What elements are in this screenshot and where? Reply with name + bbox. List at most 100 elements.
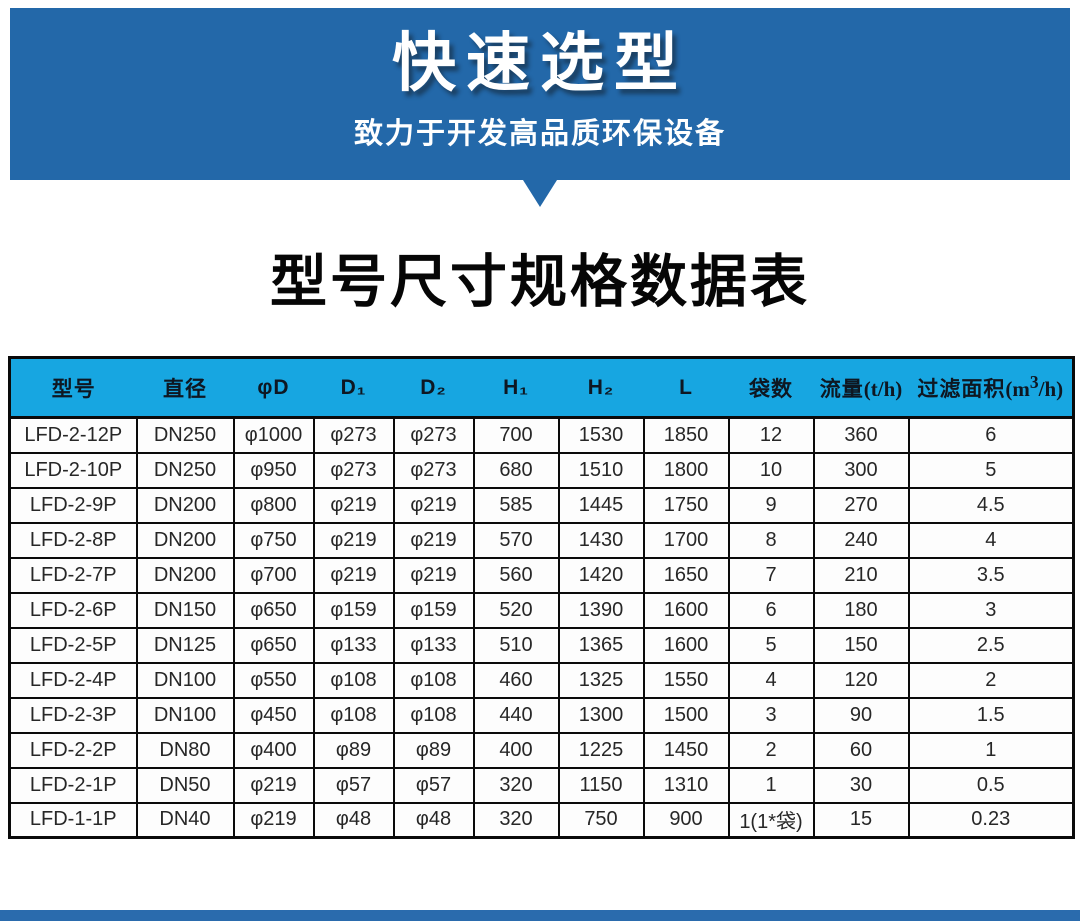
cell-r1-c3: φ1000: [232, 416, 315, 454]
cell-r6-c8: 1600: [642, 591, 730, 629]
spec-table-wrap: 型号 直径 φD D₁ D₂ H₁ H₂ L 袋数 流量(t/h) 过滤面积(m3/h) LFD-2…: [8, 356, 1075, 839]
column-header-9: 袋数: [728, 357, 814, 419]
cell-r7-c1: LFD-2-5P: [8, 626, 138, 664]
cell-r3-c1: LFD-2-9P: [8, 486, 138, 524]
spec-table: 型号 直径 φD D₁ D₂ H₁ H₂ L 袋数 流量(t/h) 过滤面积(m3/h) LFD-2…: [8, 356, 1075, 839]
cell-r8-c8: 1550: [642, 661, 730, 699]
cell-r8-c11: 2: [907, 661, 1075, 699]
cell-r2-c2: DN250: [135, 451, 235, 489]
column-header-8: L: [643, 357, 729, 419]
banner-subtitle: 致力于开发高品质环保设备: [353, 118, 726, 151]
cell-r7-c4: φ133: [312, 626, 395, 664]
column-header-2: 直径: [136, 357, 234, 419]
cell-r1-c7: 1530: [557, 416, 645, 454]
table-row-4: LFD-2-8P DN200 φ750 φ219 φ219 570 1430 1700 8 240…: [8, 521, 1075, 559]
table-header-row: 型号 直径 φD D₁ D₂ H₁ H₂ L 袋数 流量(t/h) 过滤面积(m3/h): [9, 357, 1074, 419]
header-unit: (t/h): [863, 376, 903, 401]
column-header-7: H₂: [558, 357, 644, 419]
table-row-12: LFD-1-1P DN40 φ219 φ48 φ48 320 750 900 1(1*袋) 15 0…: [8, 801, 1075, 839]
cell-r4-c8: 1700: [642, 521, 730, 559]
cell-r4-c6: 570: [472, 521, 560, 559]
cell-r12-c1: LFD-1-1P: [8, 801, 138, 839]
cell-r6-c10: 180: [812, 591, 910, 629]
cell-r7-c3: φ650: [232, 626, 315, 664]
cell-r4-c7: 1430: [557, 521, 645, 559]
cell-r3-c7: 1445: [557, 486, 645, 524]
table-row-3: LFD-2-9P DN200 φ800 φ219 φ219 585 1445 1750 9 270…: [8, 486, 1075, 524]
cell-r8-c6: 460: [472, 661, 560, 699]
cell-r3-c5: φ219: [392, 486, 475, 524]
cell-r9-c1: LFD-2-3P: [8, 696, 138, 734]
cell-r9-c6: 440: [472, 696, 560, 734]
cell-r12-c6: 320: [472, 801, 560, 839]
table-row-1: LFD-2-12P DN250 φ1000 φ273 φ273 700 1530 1850 12…: [8, 416, 1075, 454]
page-title: 型号尺寸规格数据表: [270, 250, 810, 314]
banner-title: 快速选型: [392, 27, 688, 99]
cell-r6-c11: 3: [907, 591, 1075, 629]
bottom-bar: [0, 910, 1080, 921]
cell-r3-c4: φ219: [312, 486, 395, 524]
cell-r6-c7: 1390: [557, 591, 645, 629]
table-row-9: LFD-2-3P DN100 φ450 φ108 φ108 440 1300 1500 3 90 1…: [8, 696, 1075, 734]
cell-r9-c4: φ108: [312, 696, 395, 734]
cell-r1-c2: DN250: [135, 416, 235, 454]
cell-r10-c4: φ89: [312, 731, 395, 769]
cell-r7-c7: 1365: [557, 626, 645, 664]
cell-r1-c6: 700: [472, 416, 560, 454]
cell-r1-c1: LFD-2-12P: [8, 416, 138, 454]
table-row-7: LFD-2-5P DN125 φ650 φ133 φ133 510 1365 1600 5 150…: [8, 626, 1075, 664]
cell-r12-c8: 900: [642, 801, 730, 839]
cell-r9-c8: 1500: [642, 696, 730, 734]
cell-r5-c3: φ700: [232, 556, 315, 594]
header-label: H₂: [587, 375, 615, 399]
cell-r6-c6: 520: [472, 591, 560, 629]
cell-r4-c4: φ219: [312, 521, 395, 559]
cell-r6-c3: φ650: [232, 591, 315, 629]
cell-r12-c5: φ48: [392, 801, 475, 839]
cell-r12-c9: 1(1*袋): [727, 801, 815, 839]
cell-r5-c7: 1420: [557, 556, 645, 594]
cell-r9-c2: DN100: [135, 696, 235, 734]
cell-r5-c1: LFD-2-7P: [8, 556, 138, 594]
cell-r7-c6: 510: [472, 626, 560, 664]
cell-r7-c8: 1600: [642, 626, 730, 664]
cell-r8-c9: 4: [727, 661, 815, 699]
cell-r1-c9: 12: [727, 416, 815, 454]
header-label: 袋数: [749, 377, 793, 401]
cell-r7-c11: 2.5: [907, 626, 1075, 664]
cell-r11-c7: 1150: [557, 766, 645, 804]
cell-r2-c7: 1510: [557, 451, 645, 489]
cell-r3-c11: 4.5: [907, 486, 1075, 524]
cell-r11-c11: 0.5: [907, 766, 1075, 804]
cell-r1-c5: φ273: [392, 416, 475, 454]
cell-r12-c4: φ48: [312, 801, 395, 839]
cell-r4-c11: 4: [907, 521, 1075, 559]
cell-r11-c6: 320: [472, 766, 560, 804]
cell-r8-c10: 120: [812, 661, 910, 699]
header-label: 型号: [51, 377, 96, 401]
cell-r12-c10: 15: [812, 801, 910, 839]
cell-r11-c9: 1: [727, 766, 815, 804]
column-header-10: 流量(t/h): [813, 357, 909, 419]
cell-r10-c5: φ89: [392, 731, 475, 769]
header-label: 流量: [819, 377, 864, 401]
cell-r9-c5: φ108: [392, 696, 475, 734]
cell-r2-c3: φ950: [232, 451, 315, 489]
cell-r8-c1: LFD-2-4P: [8, 661, 138, 699]
cell-r9-c9: 3: [727, 696, 815, 734]
header-label: 过滤面积: [917, 378, 1006, 401]
cell-r1-c10: 360: [812, 416, 910, 454]
cell-r10-c10: 60: [812, 731, 910, 769]
cell-r5-c5: φ219: [392, 556, 475, 594]
cell-r9-c7: 1300: [557, 696, 645, 734]
cell-r10-c6: 400: [472, 731, 560, 769]
cell-r2-c4: φ273: [312, 451, 395, 489]
header-label: 直径: [163, 377, 207, 401]
cell-r10-c1: LFD-2-2P: [8, 731, 138, 769]
cell-r11-c1: LFD-2-1P: [8, 766, 138, 804]
table-row-6: LFD-2-6P DN150 φ650 φ159 φ159 520 1390 1600 6 180…: [8, 591, 1075, 629]
cell-r12-c11: 0.23: [907, 801, 1075, 839]
cell-r4-c1: LFD-2-8P: [8, 521, 138, 559]
header-label: D₂: [420, 375, 447, 399]
cell-r2-c10: 300: [812, 451, 910, 489]
